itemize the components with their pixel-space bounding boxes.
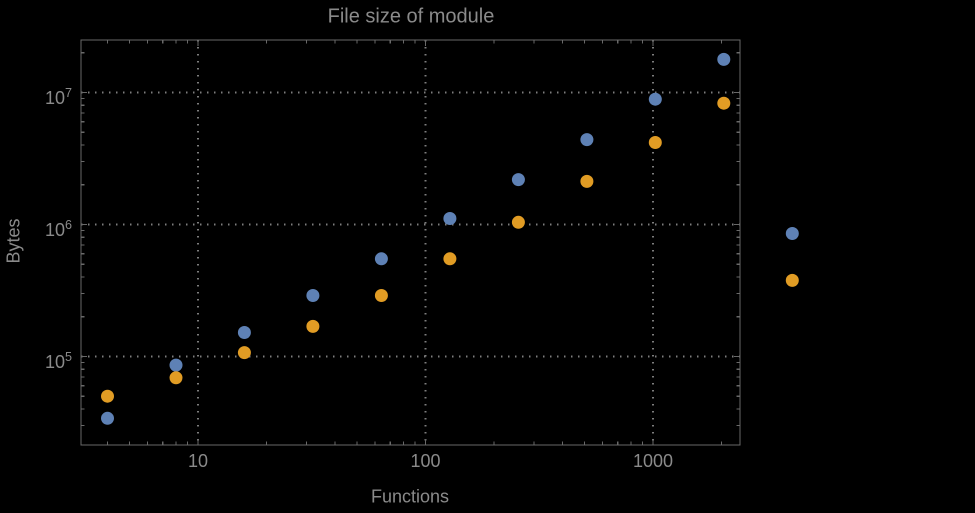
plot-frame: [80, 39, 741, 446]
x-axis-label: Functions: [370, 486, 450, 507]
data-point-blue: [580, 133, 594, 147]
data-point-orange: [237, 346, 251, 360]
data-point-orange: [717, 96, 731, 110]
data-point-blue: [785, 227, 799, 240]
data-point-blue: [169, 358, 183, 372]
data-point-blue: [511, 173, 525, 187]
y-tick-label: 106: [44, 217, 72, 240]
data-point-orange: [306, 319, 320, 333]
data-point-orange: [648, 136, 662, 149]
data-point-orange: [374, 289, 388, 302]
x-tick-label: 1000: [632, 451, 674, 471]
data-point-blue: [237, 326, 251, 339]
y-tick-label: 105: [44, 349, 72, 372]
data-point-orange: [101, 389, 114, 403]
data-point-blue: [717, 52, 731, 66]
x-tick-label: 100: [410, 451, 441, 471]
data-point-orange: [169, 371, 183, 385]
data-point-orange: [511, 215, 525, 229]
data-point-orange: [785, 273, 799, 287]
data-point-blue: [648, 92, 662, 106]
x-tick-label: 10: [187, 451, 209, 471]
chart-title: File size of module: [327, 5, 495, 28]
data-point-blue: [443, 212, 457, 225]
data-point-orange: [443, 252, 457, 266]
data-point-blue: [101, 411, 114, 425]
data-point-blue: [306, 289, 320, 302]
y-tick-label: 107: [44, 85, 72, 108]
data-point-blue: [374, 252, 388, 266]
data-point-orange: [580, 174, 594, 188]
